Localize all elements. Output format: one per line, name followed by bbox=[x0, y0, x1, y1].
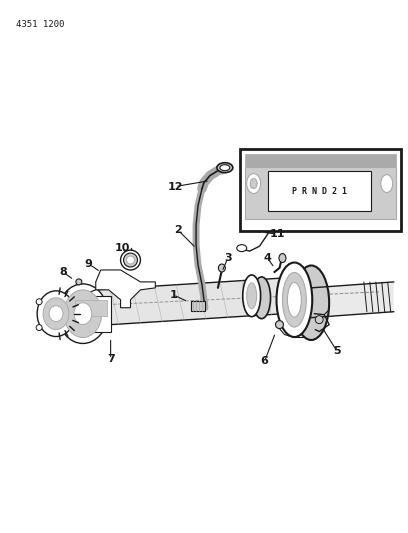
Ellipse shape bbox=[49, 306, 63, 321]
Ellipse shape bbox=[247, 283, 257, 309]
Bar bbox=[245, 167, 396, 219]
Ellipse shape bbox=[126, 256, 135, 264]
Text: 12: 12 bbox=[167, 182, 183, 191]
Ellipse shape bbox=[121, 250, 140, 270]
Bar bbox=[268, 171, 371, 212]
Ellipse shape bbox=[275, 321, 284, 328]
Text: 5: 5 bbox=[333, 346, 341, 357]
Text: 3: 3 bbox=[224, 253, 232, 263]
Ellipse shape bbox=[43, 298, 69, 329]
Ellipse shape bbox=[36, 325, 42, 330]
Ellipse shape bbox=[315, 316, 323, 324]
Ellipse shape bbox=[218, 264, 225, 272]
Ellipse shape bbox=[74, 303, 92, 325]
Ellipse shape bbox=[217, 163, 233, 173]
Polygon shape bbox=[96, 270, 155, 308]
Text: 8: 8 bbox=[59, 267, 67, 277]
Ellipse shape bbox=[381, 175, 393, 192]
Ellipse shape bbox=[76, 279, 82, 285]
Ellipse shape bbox=[58, 284, 108, 343]
Bar bbox=[71, 296, 111, 332]
Text: 4: 4 bbox=[264, 253, 271, 263]
Ellipse shape bbox=[237, 245, 247, 252]
Ellipse shape bbox=[124, 253, 137, 267]
Ellipse shape bbox=[277, 263, 312, 337]
Text: 7: 7 bbox=[107, 354, 115, 365]
Ellipse shape bbox=[250, 179, 257, 189]
Ellipse shape bbox=[282, 272, 306, 327]
Polygon shape bbox=[311, 282, 394, 318]
Ellipse shape bbox=[37, 291, 75, 336]
Text: P R N D 2 1: P R N D 2 1 bbox=[292, 187, 347, 196]
Text: 4351 1200: 4351 1200 bbox=[16, 20, 64, 29]
Polygon shape bbox=[96, 278, 284, 326]
Bar bbox=[191, 301, 205, 311]
Bar bbox=[75, 300, 106, 316]
Ellipse shape bbox=[36, 299, 42, 305]
Bar bbox=[245, 154, 396, 169]
Text: 1: 1 bbox=[169, 290, 177, 300]
Ellipse shape bbox=[243, 275, 261, 317]
Ellipse shape bbox=[64, 290, 102, 337]
Text: 9: 9 bbox=[85, 259, 93, 269]
Ellipse shape bbox=[293, 265, 329, 340]
Text: 6: 6 bbox=[261, 357, 268, 366]
Ellipse shape bbox=[220, 165, 230, 171]
Ellipse shape bbox=[247, 174, 261, 193]
Bar bbox=[240, 149, 401, 231]
Ellipse shape bbox=[253, 277, 271, 319]
Text: 2: 2 bbox=[174, 225, 182, 235]
Ellipse shape bbox=[279, 254, 286, 263]
Ellipse shape bbox=[287, 282, 302, 317]
Text: 10: 10 bbox=[115, 243, 130, 253]
Text: 11: 11 bbox=[270, 229, 285, 239]
